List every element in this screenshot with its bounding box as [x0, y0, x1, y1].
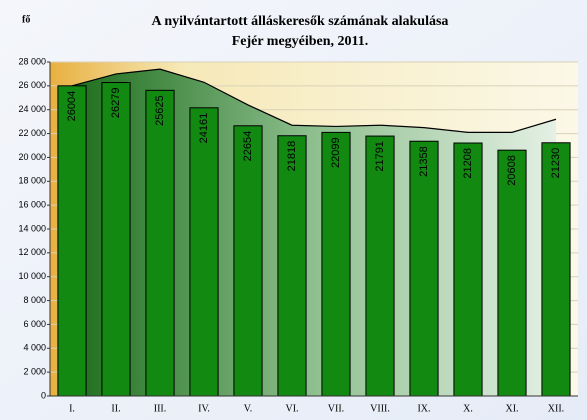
- x-tick-label: IV.: [198, 403, 210, 414]
- y-tick-label: 8 000: [23, 295, 46, 305]
- data-label: 21818: [286, 141, 298, 172]
- y-tick-label: 6 000: [23, 319, 46, 329]
- bar: [57, 85, 87, 397]
- y-tick-label: 22 000: [18, 128, 46, 138]
- y-tick-label: 0: [41, 390, 46, 400]
- bar: [189, 107, 219, 397]
- data-label: 22654: [242, 131, 254, 162]
- data-label: 20608: [506, 155, 518, 186]
- area-line: [71, 68, 557, 133]
- bar: [277, 135, 307, 397]
- x-tick-label: IX.: [417, 403, 430, 414]
- x-tick-label: XII.: [548, 403, 564, 414]
- bar: [365, 135, 395, 397]
- x-tick-label: X.: [463, 403, 473, 414]
- y-tick-label: 26 000: [18, 80, 46, 90]
- bar: [145, 89, 175, 397]
- y-tick-label: 4 000: [23, 343, 46, 353]
- x-tick-label: VII.: [328, 403, 344, 414]
- chart-subtitle: Fejér megyéiben, 2011.: [232, 34, 369, 49]
- data-label: 26279: [110, 88, 122, 119]
- y-tick-label: 16 000: [18, 200, 46, 210]
- data-label: 24161: [198, 113, 210, 144]
- y-axis-label: fő: [22, 14, 30, 25]
- data-label: 25625: [154, 95, 166, 126]
- y-tick-label: 28 000: [18, 56, 46, 66]
- x-tick-label: III.: [154, 403, 167, 414]
- y-tick-label: 14 000: [18, 223, 46, 233]
- data-label: 22099: [330, 137, 342, 168]
- data-label: 21208: [462, 148, 474, 179]
- x-tick-label: VI.: [285, 403, 298, 414]
- data-label: 26004: [66, 91, 78, 122]
- x-tick-label: V.: [244, 403, 252, 414]
- bar: [541, 142, 571, 397]
- y-tick-label: 12 000: [18, 247, 46, 257]
- x-tick-label: XI.: [505, 403, 518, 414]
- bar: [321, 131, 351, 397]
- bar: [233, 125, 263, 397]
- bar: [497, 149, 527, 397]
- bar: [101, 82, 131, 397]
- x-tick-label: II.: [111, 403, 120, 414]
- x-tick-label: VIII.: [370, 403, 390, 414]
- y-tick-label: 18 000: [18, 176, 46, 186]
- bar: [453, 142, 483, 397]
- x-tick-label: I.: [69, 403, 75, 414]
- data-label: 21230: [550, 148, 562, 179]
- y-tick-label: 24 000: [18, 104, 46, 114]
- y-tick-label: 10 000: [18, 271, 46, 281]
- y-tick-label: 2 000: [23, 367, 46, 377]
- data-label: 21358: [418, 146, 430, 177]
- y-tick-label: 20 000: [18, 152, 46, 162]
- bar: [409, 140, 439, 397]
- chart-title: A nyilvántartott álláskeresők számának a…: [152, 14, 449, 29]
- data-label: 21791: [374, 141, 386, 172]
